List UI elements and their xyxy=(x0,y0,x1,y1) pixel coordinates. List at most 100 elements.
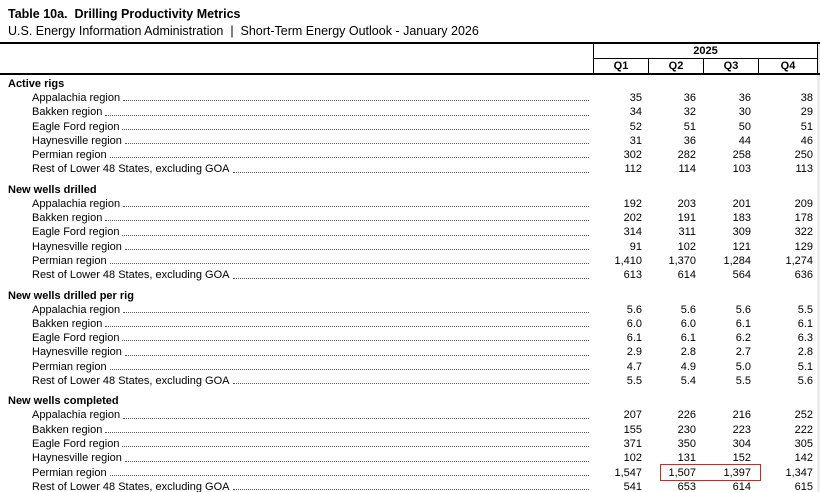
value-q3: 36 xyxy=(738,92,751,104)
value-q2: 2.8 xyxy=(680,346,696,359)
page-subtitle: U.S. Energy Information Administration |… xyxy=(8,24,479,38)
value-q3: 103 xyxy=(732,163,751,176)
table-row: Permian region 4.7 4.9 5.0 5.1 xyxy=(0,360,820,374)
value-q1: 6.0 xyxy=(626,317,642,330)
value-q1: 5.5 xyxy=(626,375,642,388)
value-q2: 131 xyxy=(677,452,696,465)
value-q2: 5.6 xyxy=(680,303,696,316)
value-q2: 311 xyxy=(678,226,696,239)
table-row: Permian region 1,547 1,507 1,397 1,347 xyxy=(0,463,820,481)
table-body: Active rigs Appalachia region 35 36 36 3… xyxy=(0,75,820,492)
value-q3: 183 xyxy=(732,212,751,225)
table-section: Active rigs Appalachia region 35 36 36 3… xyxy=(0,77,820,177)
row-label-area: Haynesville region xyxy=(0,240,593,254)
value-q3: 5.5 xyxy=(735,375,751,388)
table-row: Bakken region 155 230 223 222 xyxy=(0,423,820,437)
value-q3: 304 xyxy=(732,437,751,450)
table-row: Rest of Lower 48 States, excluding GOA 5… xyxy=(0,480,820,492)
dotted-leader xyxy=(123,417,589,419)
value-q4: 29 xyxy=(800,106,813,119)
value-q2: 191 xyxy=(677,212,696,225)
row-label-area: Appalachia region xyxy=(0,408,593,422)
value-q1: 2.9 xyxy=(626,346,642,359)
row-label: Rest of Lower 48 States, excluding GOA xyxy=(32,375,230,388)
dotted-leader xyxy=(109,157,589,159)
dotted-leader xyxy=(123,311,589,313)
value-q1: 302 xyxy=(623,149,642,162)
year-quarter-header-box: 2025 Q1 Q2 Q3 Q4 xyxy=(593,44,818,73)
value-q4: 5.5 xyxy=(797,303,813,316)
value-q1: 541 xyxy=(623,480,642,492)
quarter-header-q2: Q2 xyxy=(648,59,703,73)
table-row: Rest of Lower 48 States, excluding GOA 1… xyxy=(0,162,820,176)
table-row: Rest of Lower 48 States, excluding GOA 6… xyxy=(0,268,820,282)
value-q3: 152 xyxy=(732,452,751,465)
table-row: Appalachia region 5.6 5.6 5.6 5.5 xyxy=(0,303,820,317)
value-q1: 4.7 xyxy=(626,360,642,373)
row-label: Bakken region xyxy=(32,423,103,436)
row-label-area: Rest of Lower 48 States, excluding GOA xyxy=(0,480,593,492)
row-label-area: Eagle Ford region xyxy=(0,225,593,239)
value-q2: 230 xyxy=(677,423,696,436)
row-label: Haynesville region xyxy=(32,452,122,465)
value-q2: 6.0 xyxy=(680,317,696,330)
value-q1: 192 xyxy=(623,197,642,210)
table-row: Haynesville region 102 131 152 142 xyxy=(0,451,820,465)
value-q1: 34 xyxy=(629,106,642,119)
value-q4: 46 xyxy=(800,134,813,147)
row-label: Bakken region xyxy=(32,106,103,119)
column-headers: 2025 Q1 Q2 Q3 Q4 xyxy=(0,44,820,75)
value-q3: 309 xyxy=(732,226,751,239)
section-rows: Appalachia region 207 226 216 252 Bakken… xyxy=(0,408,820,492)
value-q3: 6.1 xyxy=(735,317,751,330)
row-label-area: Rest of Lower 48 States, excluding GOA xyxy=(0,162,593,176)
row-label: Haynesville region xyxy=(32,346,122,359)
value-q4: 51 xyxy=(800,120,813,133)
dotted-leader xyxy=(122,234,589,236)
value-q3: 30 xyxy=(738,106,751,119)
value-q1: 202 xyxy=(623,212,642,225)
section-header: New wells completed xyxy=(8,395,119,408)
row-label-area: Bakken region xyxy=(0,317,593,331)
value-q3: 258 xyxy=(732,149,751,162)
value-q3: 1,397 xyxy=(723,466,751,479)
value-q1: 314 xyxy=(623,226,642,239)
value-q1: 207 xyxy=(623,409,642,422)
table-row: Bakken region 6.0 6.0 6.1 6.1 xyxy=(0,317,820,331)
value-q3: 121 xyxy=(732,240,751,253)
row-label: Eagle Ford region xyxy=(32,120,120,133)
dotted-leader xyxy=(124,143,589,145)
value-q4: 222 xyxy=(794,423,813,436)
row-label-area: Permian region xyxy=(0,466,593,480)
value-q1: 31 xyxy=(629,134,642,147)
table-section: New wells drilled per rig Appalachia reg… xyxy=(0,289,820,389)
value-q1: 1,547 xyxy=(614,466,642,479)
row-label: Appalachia region xyxy=(32,303,121,316)
row-label-area: Haynesville region xyxy=(0,345,593,359)
value-q2: 226 xyxy=(677,409,696,422)
table-section: New wells completed Appalachia region 20… xyxy=(0,394,820,492)
row-label: Haynesville region xyxy=(32,134,122,147)
row-label-area: Eagle Ford region xyxy=(0,331,593,345)
row-label-area: Appalachia region xyxy=(0,91,593,105)
table-row: Rest of Lower 48 States, excluding GOA 5… xyxy=(0,374,820,388)
row-label-area: Bakken region xyxy=(0,423,593,437)
value-q3: 201 xyxy=(732,197,751,210)
table-row: Bakken region 34 32 30 29 xyxy=(0,105,820,119)
value-q3: 223 xyxy=(732,423,751,436)
table-row: Appalachia region 207 226 216 252 xyxy=(0,408,820,422)
value-q2: 32 xyxy=(683,106,696,119)
table-row: Permian region 302 282 258 250 xyxy=(0,148,820,162)
row-label: Haynesville region xyxy=(32,240,122,253)
table-row: Haynesville region 31 36 44 46 xyxy=(0,134,820,148)
dotted-leader xyxy=(105,431,589,433)
row-label: Appalachia region xyxy=(32,92,121,104)
value-q1: 112 xyxy=(624,163,642,176)
value-q4: 615 xyxy=(794,480,813,492)
value-q1: 6.1 xyxy=(626,332,642,345)
table-row: Bakken region 202 191 183 178 xyxy=(0,211,820,225)
value-q4: 5.1 xyxy=(797,360,813,373)
value-q4: 636 xyxy=(794,269,813,282)
value-q3: 1,284 xyxy=(723,254,751,267)
value-q1: 1,410 xyxy=(614,254,642,267)
